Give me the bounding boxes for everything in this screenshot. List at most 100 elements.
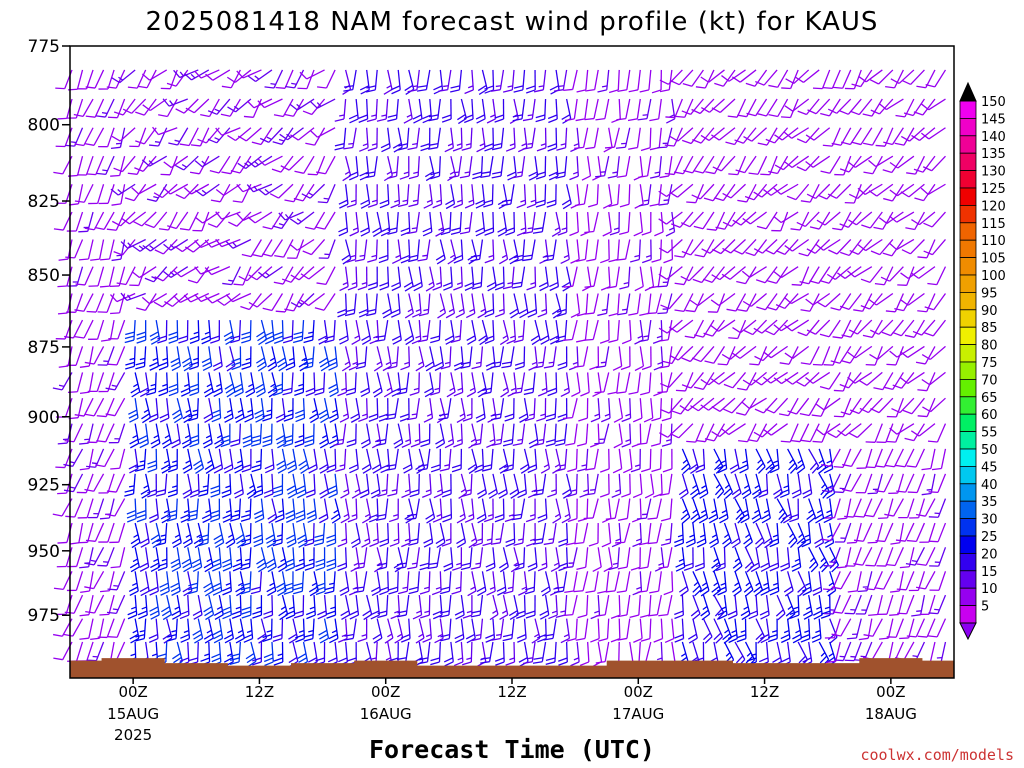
wind-barb bbox=[594, 372, 610, 394]
wind-barb bbox=[575, 98, 589, 122]
wind-barb bbox=[372, 372, 383, 398]
wind-barb bbox=[904, 319, 925, 338]
wind-barb bbox=[896, 571, 915, 591]
wind-barb bbox=[449, 156, 463, 179]
wind-barb bbox=[638, 184, 652, 207]
wind-barb bbox=[407, 127, 420, 151]
wind-barb bbox=[74, 293, 94, 312]
wind-barb bbox=[741, 266, 767, 278]
wind-barb bbox=[616, 239, 631, 261]
wind-barb bbox=[584, 293, 599, 315]
wind-barb bbox=[823, 547, 841, 567]
wind-barb bbox=[663, 571, 674, 596]
wind-barb bbox=[800, 183, 820, 203]
wind-barb bbox=[600, 266, 611, 291]
wind-barb bbox=[207, 211, 231, 228]
wind-barb bbox=[731, 345, 757, 359]
wind-barb bbox=[511, 266, 526, 289]
wind-barb bbox=[499, 319, 509, 346]
wind-barb bbox=[181, 423, 192, 449]
wind-barb bbox=[246, 98, 273, 109]
wind-barb bbox=[637, 423, 652, 445]
wind-barb bbox=[779, 346, 799, 365]
wind-barb bbox=[504, 398, 515, 422]
wind-barb bbox=[354, 547, 368, 570]
wind-barb bbox=[85, 522, 105, 542]
wind-barb bbox=[139, 372, 150, 398]
colorbar-label: 135 bbox=[981, 147, 1006, 162]
wind-barb bbox=[396, 547, 410, 570]
wind-barb bbox=[191, 547, 203, 573]
wind-barb bbox=[306, 498, 317, 524]
credit-link[interactable]: coolwx.com/models bbox=[860, 746, 1014, 764]
wind-barb bbox=[769, 547, 780, 572]
wind-barb bbox=[136, 293, 157, 312]
terrain-area bbox=[70, 658, 954, 678]
colorbar-label: 30 bbox=[981, 513, 998, 528]
wind-barb bbox=[134, 448, 147, 472]
wind-barb bbox=[669, 345, 694, 361]
wind-barb bbox=[873, 211, 894, 230]
x-tick-label: 18AUG bbox=[865, 705, 917, 723]
wind-barb bbox=[882, 239, 904, 257]
wind-barb bbox=[660, 523, 673, 546]
wind-barb bbox=[127, 155, 147, 175]
wind-barb bbox=[837, 498, 852, 520]
wind-barb bbox=[501, 346, 515, 369]
wind-barb bbox=[853, 547, 873, 566]
wind-barb bbox=[910, 423, 936, 437]
wind-barb bbox=[497, 473, 508, 499]
wind-barb bbox=[713, 448, 724, 474]
wind-barb bbox=[346, 423, 357, 448]
wind-barb bbox=[651, 448, 662, 473]
wind-barb bbox=[616, 156, 631, 178]
wind-barb bbox=[790, 211, 810, 231]
wind-barb bbox=[561, 498, 571, 524]
wind-barb bbox=[766, 293, 789, 311]
wind-barb bbox=[105, 397, 126, 417]
wind-barb bbox=[190, 127, 210, 147]
wind-barb bbox=[180, 372, 191, 397]
wind-barb bbox=[182, 522, 193, 549]
wind-barb bbox=[63, 618, 84, 637]
wind-barb bbox=[221, 571, 232, 596]
wind-barb bbox=[674, 239, 694, 258]
wind-barb bbox=[139, 522, 150, 548]
wind-barb bbox=[108, 423, 126, 444]
wind-barb bbox=[615, 127, 631, 149]
wind-barb bbox=[897, 594, 915, 615]
wind-barb bbox=[638, 156, 652, 179]
wind-barb bbox=[674, 618, 685, 643]
wind-barb bbox=[344, 293, 357, 317]
wind-barb bbox=[505, 523, 516, 547]
wind-barb bbox=[832, 594, 852, 614]
wind-barb bbox=[867, 522, 883, 544]
wind-barb bbox=[362, 498, 372, 524]
wind-barb bbox=[380, 448, 391, 474]
wind-barb bbox=[543, 522, 557, 546]
wind-barb bbox=[78, 211, 94, 233]
wind-barb bbox=[231, 346, 242, 371]
wind-barb bbox=[741, 397, 767, 410]
wind-barb bbox=[247, 69, 273, 83]
wind-barb bbox=[267, 346, 278, 372]
wind-barb bbox=[293, 571, 305, 595]
wind-barb bbox=[232, 547, 243, 572]
wind-barb bbox=[730, 522, 741, 549]
wind-barb bbox=[669, 423, 694, 439]
wind-barb bbox=[611, 473, 622, 498]
wind-barb bbox=[686, 423, 705, 443]
wind-barb bbox=[438, 69, 452, 92]
wind-barb bbox=[221, 473, 232, 498]
colorbar-swatch bbox=[959, 118, 977, 137]
wind-barb bbox=[109, 266, 126, 288]
wind-barb bbox=[660, 293, 683, 310]
wind-barb bbox=[348, 98, 359, 124]
wind-barb bbox=[137, 595, 148, 620]
wind-barb bbox=[795, 371, 820, 387]
wind-barb bbox=[560, 372, 570, 398]
wind-barb bbox=[834, 522, 852, 543]
wind-barb bbox=[489, 594, 499, 621]
wind-barb bbox=[488, 473, 498, 499]
y-tick-label: 800 bbox=[28, 116, 60, 136]
